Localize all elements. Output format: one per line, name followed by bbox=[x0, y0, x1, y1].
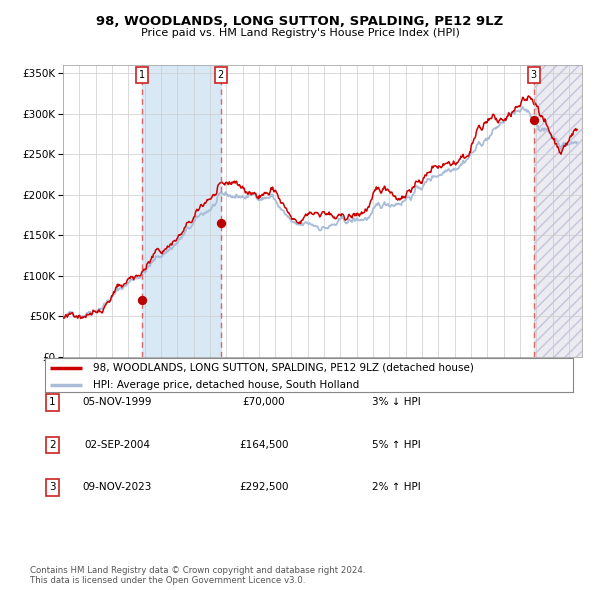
Text: Contains HM Land Registry data © Crown copyright and database right 2024.
This d: Contains HM Land Registry data © Crown c… bbox=[30, 566, 365, 585]
Text: 5% ↑ HPI: 5% ↑ HPI bbox=[371, 440, 421, 450]
Bar bbox=[534, 65, 582, 357]
Point bbox=[529, 115, 539, 124]
Text: 2% ↑ HPI: 2% ↑ HPI bbox=[371, 483, 421, 492]
Text: 3: 3 bbox=[531, 70, 537, 80]
Text: £70,000: £70,000 bbox=[242, 398, 286, 407]
Bar bbox=[142, 65, 221, 357]
Point bbox=[216, 219, 226, 228]
Text: 2: 2 bbox=[49, 440, 56, 450]
Text: 1: 1 bbox=[49, 398, 56, 407]
Text: 1: 1 bbox=[139, 70, 145, 80]
Text: 98, WOODLANDS, LONG SUTTON, SPALDING, PE12 9LZ (detached house): 98, WOODLANDS, LONG SUTTON, SPALDING, PE… bbox=[92, 363, 473, 373]
Text: 3: 3 bbox=[49, 483, 56, 492]
Text: 98, WOODLANDS, LONG SUTTON, SPALDING, PE12 9LZ: 98, WOODLANDS, LONG SUTTON, SPALDING, PE… bbox=[97, 15, 503, 28]
Text: £164,500: £164,500 bbox=[239, 440, 289, 450]
Point bbox=[137, 296, 147, 305]
Text: HPI: Average price, detached house, South Holland: HPI: Average price, detached house, Sout… bbox=[92, 380, 359, 390]
Text: 2: 2 bbox=[218, 70, 224, 80]
Text: 3% ↓ HPI: 3% ↓ HPI bbox=[371, 398, 421, 407]
Text: £292,500: £292,500 bbox=[239, 483, 289, 492]
Text: Price paid vs. HM Land Registry's House Price Index (HPI): Price paid vs. HM Land Registry's House … bbox=[140, 28, 460, 38]
Text: 09-NOV-2023: 09-NOV-2023 bbox=[82, 483, 152, 492]
Text: 02-SEP-2004: 02-SEP-2004 bbox=[84, 440, 150, 450]
Text: 05-NOV-1999: 05-NOV-1999 bbox=[82, 398, 152, 407]
Bar bbox=[534, 65, 582, 357]
